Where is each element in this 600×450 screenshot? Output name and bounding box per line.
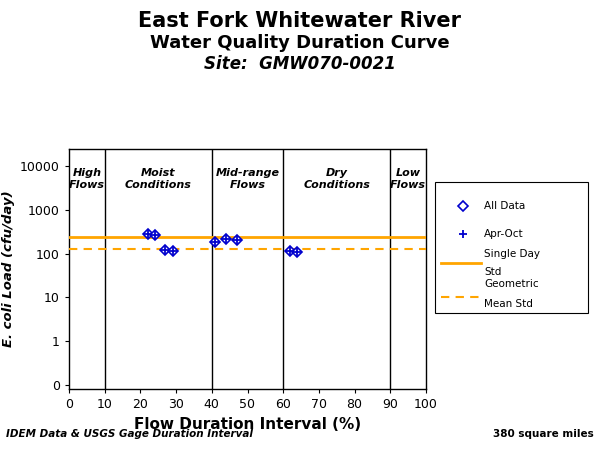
Text: Single Day: Single Day xyxy=(484,249,540,259)
Text: Std: Std xyxy=(484,267,502,277)
Text: High
Flows: High Flows xyxy=(69,168,105,189)
Text: Dry
Conditions: Dry Conditions xyxy=(304,168,370,189)
Text: East Fork Whitewater River: East Fork Whitewater River xyxy=(139,11,461,31)
Text: Low
Flows: Low Flows xyxy=(390,168,426,189)
Text: Water Quality Duration Curve: Water Quality Duration Curve xyxy=(150,34,450,52)
Text: Moist
Conditions: Moist Conditions xyxy=(125,168,191,189)
X-axis label: Flow Duration Interval (%): Flow Duration Interval (%) xyxy=(134,417,361,432)
Text: 380 square miles: 380 square miles xyxy=(493,429,594,439)
Text: Mid-range
Flows: Mid-range Flows xyxy=(215,168,280,189)
Text: Apr-Oct: Apr-Oct xyxy=(484,230,524,239)
Y-axis label: E. coli Load (cfu/day): E. coli Load (cfu/day) xyxy=(2,190,14,347)
Text: Geometric: Geometric xyxy=(484,279,539,289)
Text: All Data: All Data xyxy=(484,201,525,211)
Text: Mean Std: Mean Std xyxy=(484,299,533,309)
Text: IDEM Data & USGS Gage Duration Interval: IDEM Data & USGS Gage Duration Interval xyxy=(6,429,253,439)
Text: Site:  GMW070-0021: Site: GMW070-0021 xyxy=(204,55,396,73)
